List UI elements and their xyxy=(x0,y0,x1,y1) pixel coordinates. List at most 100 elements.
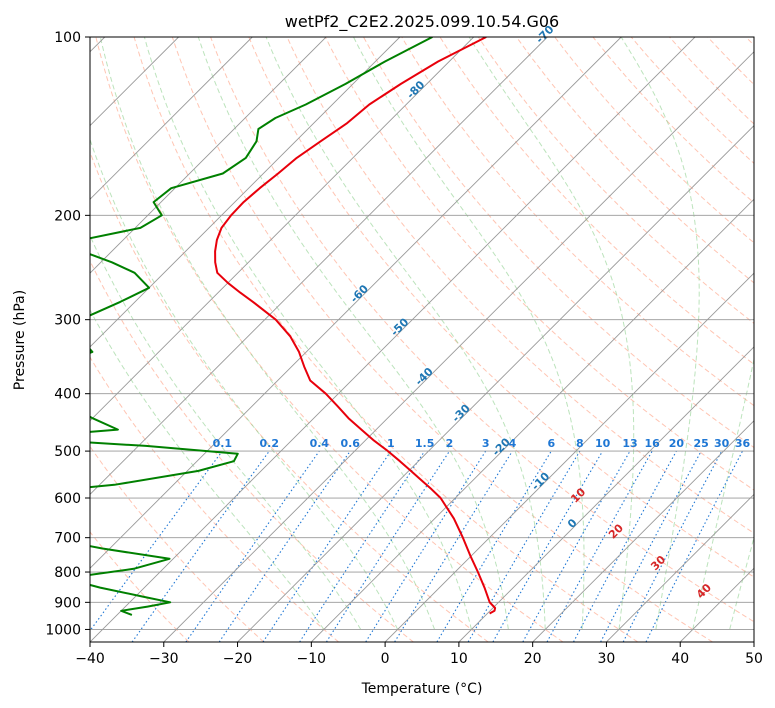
mixing-ratio-label: 16 xyxy=(645,437,661,450)
y-tick-label: 800 xyxy=(54,565,81,581)
y-axis-label: Pressure (hPa) xyxy=(12,290,28,390)
x-axis-label: Temperature (°C) xyxy=(361,681,483,697)
x-tick-label: 0 xyxy=(381,651,390,667)
isotherm-line xyxy=(532,420,754,642)
isotherm-line xyxy=(90,37,622,569)
mixing-ratio-label: 0.2 xyxy=(260,437,280,450)
isotherm-line xyxy=(90,37,475,422)
mixing-ratio-label: 20 xyxy=(669,437,685,450)
isotherm-line xyxy=(310,198,754,642)
isotherm-line xyxy=(90,37,327,274)
moist-adiabat xyxy=(692,356,754,630)
y-tick-label: 200 xyxy=(54,208,81,224)
isotherm-line xyxy=(237,124,754,642)
mixing-ratio-line xyxy=(492,450,604,642)
profile-curves xyxy=(90,37,497,616)
mixing-ratio-line xyxy=(90,450,223,632)
mixing-ratio-label: 13 xyxy=(622,437,637,450)
isotherm-line xyxy=(458,346,754,642)
moist-adiabat xyxy=(353,37,585,630)
dry-adiabat xyxy=(477,37,754,324)
moist-adiabat xyxy=(90,137,399,630)
x-tick-label: 10 xyxy=(450,651,468,667)
background-lines xyxy=(90,37,754,642)
isotherm-line xyxy=(384,272,754,642)
isotherm-line xyxy=(90,37,253,200)
mixing-ratio-line xyxy=(394,450,513,642)
dewpoint-line xyxy=(90,37,433,616)
x-tick-label: 40 xyxy=(671,651,689,667)
isotherm-line xyxy=(163,51,754,642)
y-tick-label: 1000 xyxy=(45,622,81,638)
mixing-ratio-label: 0.4 xyxy=(310,437,330,450)
mixing-ratio-line xyxy=(365,450,487,642)
y-tick-label: 400 xyxy=(54,387,81,403)
mixing-ratio-label: 3 xyxy=(482,437,490,450)
mixing-ratio-label: 0.1 xyxy=(213,437,233,450)
dry-adiabat xyxy=(554,37,754,244)
mixing-ratio-label: 6 xyxy=(547,437,555,450)
moist-adiabat xyxy=(620,37,700,630)
x-tick-label: 20 xyxy=(524,651,542,667)
dry-adiabat xyxy=(90,531,190,642)
mixing-ratio-line xyxy=(185,450,320,642)
dry-adiabat xyxy=(592,37,754,204)
dry-adiabat xyxy=(324,37,754,491)
moist-adiabat xyxy=(468,37,635,630)
mixing-ratio-label: 0.6 xyxy=(340,437,360,450)
moist-adiabat xyxy=(197,37,509,630)
mixing-ratio-label: 8 xyxy=(576,437,584,450)
y-tick-label: 900 xyxy=(54,595,81,611)
mixing-ratio-label: 10 xyxy=(595,437,611,450)
moist-adiabat xyxy=(265,37,546,630)
mixing-ratio-line xyxy=(218,450,351,642)
temperature-line xyxy=(214,37,497,615)
dry-adiabat xyxy=(90,356,339,642)
mixing-ratio-label: 1 xyxy=(387,437,395,450)
y-tick-label: 600 xyxy=(54,491,81,507)
dry-adiabat xyxy=(439,37,754,365)
isotherm-line xyxy=(90,37,696,642)
moist-adiabat xyxy=(90,308,325,630)
x-tick-label: −20 xyxy=(223,651,253,667)
moist-adiabat xyxy=(90,234,362,630)
mixing-ratio-line xyxy=(131,450,270,642)
mixing-ratio-line xyxy=(436,450,552,642)
mixing-ratio-label: 30 xyxy=(714,437,730,450)
dry-adiabat xyxy=(363,37,754,449)
y-tick-label: 100 xyxy=(54,30,81,46)
x-tick-label: 30 xyxy=(598,651,616,667)
mixing-ratio-line xyxy=(467,450,581,642)
isotherm-line xyxy=(90,37,548,496)
x-tick-label: −10 xyxy=(297,651,327,667)
mixing-ratio-line xyxy=(522,450,631,642)
mixing-ratio-label: 4 xyxy=(509,437,517,450)
x-tick-label: −30 xyxy=(149,651,179,667)
dry-adiabat xyxy=(286,37,754,534)
chart-title: wetPf2_C2E2.2025.099.10.54.G06 xyxy=(285,12,559,32)
mixing-ratio-line xyxy=(325,450,450,642)
axis-ticks: −40 −30 −20 −10 0 10 20 30 40 5010020030040050060… xyxy=(45,30,763,667)
mixing-ratio-label: 1.5 xyxy=(415,437,435,450)
dry-adiabat xyxy=(210,37,754,623)
mixing-ratio-label: 25 xyxy=(694,437,709,450)
x-tick-label: 50 xyxy=(745,651,763,667)
x-tick-label: −40 xyxy=(75,651,105,667)
mixing-ratio-label: 36 xyxy=(735,437,751,450)
moist-adiabat xyxy=(99,37,436,630)
plot-frame xyxy=(89,36,755,643)
y-tick-label: 700 xyxy=(54,531,81,547)
isotherm-line xyxy=(90,37,401,348)
isotherm-line xyxy=(606,493,754,642)
dry-adiabat xyxy=(133,37,639,642)
mixing-ratio-line xyxy=(573,450,677,642)
moist-adiabat xyxy=(729,535,754,630)
y-tick-label: 300 xyxy=(54,313,81,329)
mixing-ratio-label: 2 xyxy=(446,437,454,450)
dry-adiabat xyxy=(171,37,713,642)
dry-adiabat xyxy=(95,37,564,642)
gridlines xyxy=(90,37,754,642)
dry-adiabat xyxy=(401,37,754,407)
y-tick-label: 500 xyxy=(54,444,81,460)
